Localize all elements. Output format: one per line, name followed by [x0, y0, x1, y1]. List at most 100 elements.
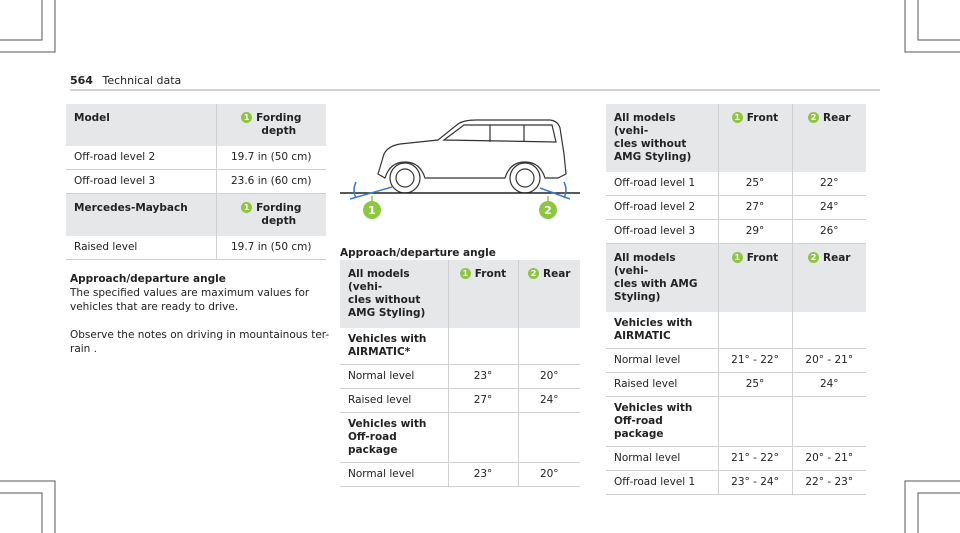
cell: 25°	[717, 372, 792, 397]
cell: 29°	[717, 219, 792, 244]
paragraph-line: Observe the notes on driving in mountain…	[70, 329, 330, 341]
cell: 22° - 23°	[791, 470, 866, 495]
cell: Raised level	[606, 372, 718, 397]
cell: 22°	[791, 172, 866, 196]
data-row: Raised level 25° 24°	[606, 372, 866, 397]
callout-badge	[363, 201, 381, 219]
cell: Off-road level 1	[606, 470, 718, 495]
header-cell: 2 Rear	[791, 243, 866, 312]
data-row: Normal level 21° - 22° 20° - 21°	[606, 348, 866, 373]
text-heading: Approach/departure angle	[70, 273, 226, 285]
header-text: Front	[746, 112, 779, 124]
table-body: All models (vehi- cles without AMG Styli…	[606, 104, 866, 495]
badge: 2	[528, 268, 539, 279]
angle-table-2: All models (vehi- cles without AMG Styli…	[606, 104, 866, 495]
cell: 24°	[517, 388, 580, 413]
callout-label: 2	[544, 204, 552, 217]
cell: 19.7 in (50 cm)	[215, 236, 326, 260]
table: All models (vehi- cles without AMG Styli…	[340, 260, 580, 487]
cell: 23°	[447, 462, 518, 487]
cell: Raised level	[66, 236, 216, 260]
header-cell: Mercedes-Maybach	[66, 193, 216, 236]
paragraph: Observe the notes on driving in mountain…	[70, 328, 330, 356]
badge: 2	[808, 112, 819, 123]
page-header: 564 Technical data	[70, 74, 181, 87]
cell: 24°	[791, 372, 866, 397]
header-cell: 1 Front	[717, 104, 792, 172]
page-number: 564	[70, 74, 93, 87]
header-cell: 1 Front	[447, 260, 518, 328]
cell: 20°	[517, 364, 580, 389]
header-text: Front	[474, 268, 507, 280]
header-cell: Model	[66, 104, 216, 146]
cell: 27°	[717, 195, 792, 220]
cell: Off-road level 3	[606, 219, 718, 244]
callout-badge	[539, 201, 557, 219]
cell: 27°	[447, 388, 518, 413]
badge: 1	[731, 252, 743, 263]
header-text: Rear	[823, 252, 851, 264]
data-row: Off-road level 1 23° - 24° 22° - 23°	[606, 470, 866, 495]
cell: Off-road level 2	[66, 146, 216, 170]
data-row: Raised level 19.7 in (50 cm)	[66, 236, 326, 260]
cell: 20°	[517, 462, 580, 487]
empty-cell	[517, 412, 580, 463]
cell: 26°	[791, 219, 866, 244]
table: Model 1 Fording depth Off-road level 2 19.7 …	[66, 104, 326, 260]
group-title: Vehicles with Off-road package	[340, 412, 448, 463]
cell: 21° - 22°	[717, 348, 792, 373]
vehicle-outline	[377, 119, 567, 194]
badge: 2	[808, 252, 819, 263]
empty-cell	[447, 412, 518, 463]
ground-lines	[340, 181, 580, 204]
angle-table-1: All models (vehi- cles without AMG Styli…	[340, 260, 580, 487]
cell: Off-road level 1	[606, 172, 718, 196]
header-cell: 1 Fording depth	[215, 193, 326, 236]
header-cell: All models (vehi- cles with AMG Styling)	[606, 243, 718, 312]
header-row: All models (vehi- cles with AMG Styling)…	[606, 243, 866, 312]
callout-label: 1	[368, 204, 376, 217]
data-row: Off-road level 3 23.6 in (60 cm)	[66, 169, 326, 194]
empty-cell	[717, 396, 792, 447]
text-block: Approach/departure angle The specified v…	[70, 272, 330, 356]
data-row: Normal level 21° - 22° 20° - 21°	[606, 446, 866, 471]
header-cell: All models (vehi- cles without AMG Styli…	[606, 104, 718, 172]
data-row: Off-road level 1 25° 22°	[606, 172, 866, 196]
header-row: Model 1 Fording depth	[66, 104, 326, 146]
data-row: Raised level 27° 24°	[340, 388, 580, 413]
empty-cell	[717, 312, 792, 349]
cell: Off-road level 3	[66, 169, 216, 194]
header-text: Rear	[823, 112, 851, 124]
empty-cell	[447, 328, 518, 365]
group-row: Vehicles with Off-road package	[606, 396, 866, 447]
cell: 19.7 in (50 cm)	[215, 146, 326, 170]
paragraph-line: The specified values are maximum values …	[70, 287, 310, 299]
cell: Normal level	[340, 462, 448, 487]
group-row: Vehicles with Off-road package	[340, 412, 580, 463]
data-row: Off-road level 2 19.7 in (50 cm)	[66, 146, 326, 170]
empty-cell	[517, 328, 580, 365]
header-cell: 1 Front	[717, 243, 792, 312]
paragraph-line: rain .	[70, 343, 97, 355]
data-row: Off-road level 2 27° 24°	[606, 195, 866, 220]
header-cell: All models (vehi- cles without AMG Styli…	[340, 260, 448, 328]
cell: 20° - 21°	[791, 348, 866, 373]
vehicle-figure: 1 2	[340, 104, 580, 234]
group-title: Vehicles with AIRMATIC	[606, 312, 718, 349]
cell: Off-road level 2	[606, 195, 718, 220]
badge: 1	[459, 268, 471, 279]
header-cell: 2 Rear	[517, 260, 580, 328]
cell: 23°	[447, 364, 518, 389]
badge: 1	[731, 112, 743, 123]
table: All models (vehi- cles without AMG Styli…	[606, 104, 866, 495]
table-body: Model 1 Fording depth Off-road level 2 19.7 …	[66, 104, 326, 260]
header-text: Fording depth	[256, 202, 302, 227]
fording-table: Model 1 Fording depth Off-road level 2 19.7 …	[66, 104, 326, 260]
empty-cell	[791, 396, 866, 447]
empty-cell	[791, 312, 866, 349]
group-row: Vehicles with AIRMATIC*	[340, 328, 580, 365]
header-row: All models (vehi- cles without AMG Styli…	[340, 260, 580, 328]
data-row: Normal level 23° 20°	[340, 364, 580, 389]
header-text: Fording depth	[256, 112, 302, 137]
